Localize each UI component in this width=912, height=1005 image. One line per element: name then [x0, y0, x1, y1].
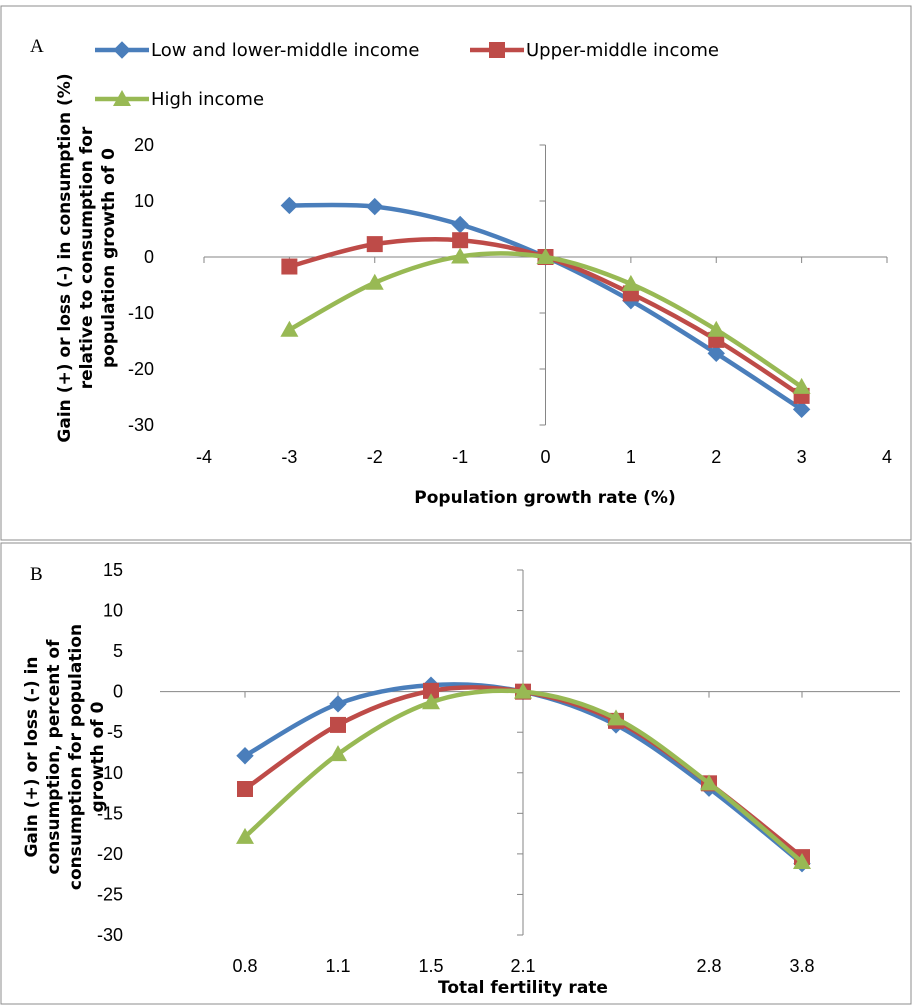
y-tick-label: -20 — [128, 359, 154, 379]
y-tick-label: 10 — [103, 601, 123, 621]
x-tick-label: 3.8 — [789, 956, 814, 976]
data-point-square — [366, 236, 383, 253]
data-point-square — [237, 781, 253, 797]
y-tick-label: -30 — [97, 925, 123, 945]
panel-b-label: B — [30, 564, 43, 585]
panel-a-x-axis-title: Population growth rate (%) — [414, 488, 675, 508]
y-tick-label: 20 — [134, 135, 154, 155]
y-tick-label: 0 — [144, 247, 154, 267]
data-point-triangle — [236, 827, 254, 844]
data-point-triangle — [621, 274, 640, 291]
y-tick-label: 5 — [113, 641, 123, 661]
data-point-diamond — [451, 215, 469, 234]
y-axis-title-line: growth of 0 — [88, 701, 108, 812]
y-tick-label: -15 — [97, 803, 123, 823]
x-tick-label: 1.5 — [418, 956, 443, 976]
data-point-diamond — [236, 747, 254, 765]
data-point-diamond — [366, 197, 384, 216]
x-tick-label: 2.1 — [510, 956, 535, 976]
x-tick-label: 3 — [797, 447, 807, 467]
data-point-triangle — [607, 709, 625, 726]
y-tick-label: -25 — [97, 884, 123, 904]
y-axis-title-line: relative to consumption for — [77, 126, 97, 389]
y-tick-label: -10 — [97, 763, 123, 783]
data-point-diamond — [707, 344, 725, 363]
panel-a-y-axis-title: Gain (+) or loss (-) in consumption (%) r… — [55, 73, 119, 442]
y-tick-label: 15 — [103, 560, 123, 580]
x-tick-label: 1.1 — [325, 956, 350, 976]
data-point-triangle — [365, 273, 384, 290]
x-tick-label: 2 — [711, 447, 721, 467]
panel-b-frame — [0, 542, 912, 1005]
y-tick-label: -30 — [128, 415, 154, 435]
panel-b-series — [236, 676, 811, 873]
data-point-diamond — [792, 400, 811, 419]
y-axis-title-line: Gain (+) or loss (-) in consumption (%) — [55, 73, 75, 442]
y-tick-label: -10 — [128, 303, 154, 323]
legend: Low and lower-middle income Upper-middle … — [95, 40, 719, 110]
data-point-square — [452, 232, 469, 249]
panel-b-y-axis-title: Gain (+) or loss (-) in consumption, perc… — [22, 624, 108, 890]
panel-a-series — [280, 196, 811, 419]
x-tick-label: -1 — [452, 447, 468, 467]
data-point-triangle — [451, 247, 470, 264]
data-point-triangle — [792, 377, 811, 394]
y-axis-title-line: consumption, percent of — [44, 639, 64, 875]
legend-label: Low and lower-middle income — [151, 40, 419, 61]
panel-b-x-axis-title: Total fertility rate — [438, 978, 608, 998]
legend-marker-triangle — [113, 90, 131, 106]
data-point-triangle — [280, 320, 299, 337]
x-tick-label: -3 — [281, 447, 297, 467]
data-point-square — [423, 682, 439, 699]
data-point-diamond — [280, 196, 299, 215]
panel-b-axes: 15 10 5 0 -5 -10 -15 -20 -25 -30 0.8 1.1 1.5 2.1 2.8 3.… — [97, 560, 900, 976]
x-tick-label: 0.8 — [232, 956, 257, 976]
data-point-triangle — [514, 682, 532, 699]
x-tick-label: -2 — [367, 447, 383, 467]
data-point-triangle — [700, 774, 718, 791]
x-tick-label: -4 — [196, 447, 212, 467]
panel-a-frame — [0, 5, 912, 541]
x-tick-label: 1 — [626, 447, 636, 467]
legend-label: High income — [151, 89, 264, 110]
legend-label: Upper-middle income — [526, 40, 719, 61]
y-tick-label: 0 — [113, 682, 123, 702]
data-point-triangle — [536, 248, 555, 264]
x-tick-label: 2.8 — [696, 956, 721, 976]
data-point-triangle — [793, 853, 811, 869]
data-point-square — [330, 716, 346, 733]
x-tick-label: 4 — [882, 447, 892, 467]
x-tick-label: 0 — [540, 447, 550, 467]
data-point-triangle — [329, 745, 347, 762]
y-axis-title-line: consumption for population — [66, 624, 86, 890]
y-tick-label: -5 — [107, 722, 123, 742]
data-point-triangle — [422, 693, 440, 710]
y-tick-label: -20 — [97, 844, 123, 864]
y-axis-title-line: Gain (+) or loss (-) in — [22, 656, 42, 857]
y-axis-title-line: population growth of 0 — [99, 148, 119, 368]
legend-marker-diamond — [113, 41, 131, 59]
data-point-triangle — [707, 320, 726, 337]
panel-a-label: A — [30, 36, 44, 57]
y-tick-label: 10 — [134, 191, 154, 211]
data-point-diamond — [329, 695, 347, 713]
legend-marker-square — [489, 42, 505, 58]
data-point-square — [281, 258, 298, 275]
